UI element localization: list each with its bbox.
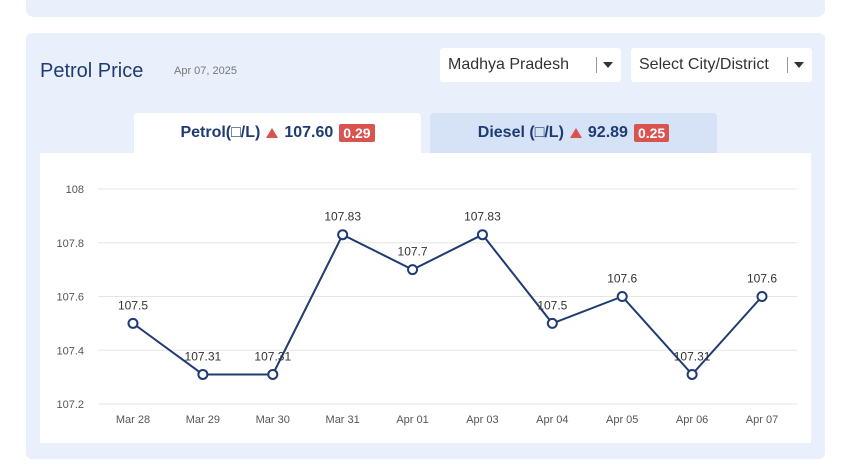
data-label: 107.7 (398, 245, 428, 259)
data-label: 107.6 (747, 272, 777, 286)
data-label: 107.83 (324, 210, 361, 224)
data-point (686, 368, 698, 380)
price-line (132, 233, 763, 376)
x-tick-label: Apr 04 (536, 414, 568, 426)
data-point (197, 368, 209, 380)
data-label: 107.31 (674, 349, 711, 363)
x-tick-label: Apr 03 (466, 414, 498, 426)
tab-diesel-change-badge: 0.25 (633, 124, 670, 142)
y-tick-label: 107.4 (56, 345, 84, 357)
state-select[interactable]: Madhya Pradesh (440, 48, 621, 82)
x-tick-label: Apr 07 (746, 414, 778, 426)
page-title: Petrol Price (40, 60, 144, 82)
price-line-chart: 107.2 107.4 107.6 107.8 108 Mar 28 Mar 29 Mar 3… (56, 184, 797, 426)
y-tick-label: 107.6 (56, 292, 84, 304)
city-select[interactable]: Select City/District (631, 48, 812, 82)
previous-card-strip (26, 0, 825, 17)
price-chart: 107.2 107.4 107.6 107.8 108 Mar 28 Mar 29 Mar 3… (40, 153, 811, 443)
tab-diesel[interactable]: Diesel (□/L) 92.89 0.25 (430, 113, 717, 153)
x-tick-label: Mar 29 (186, 414, 220, 426)
data-point (127, 317, 139, 329)
select-separator (787, 57, 788, 73)
data-point (546, 317, 558, 329)
x-tick-label: Apr 06 (676, 414, 708, 426)
tab-petrol[interactable]: Petrol(□/L) 107.60 0.29 (134, 113, 421, 153)
x-tick-label: Mar 31 (326, 414, 360, 426)
chevron-down-icon[interactable] (794, 62, 804, 68)
x-tick-label: Mar 30 (256, 414, 290, 426)
tab-diesel-price: 92.89 (587, 124, 628, 141)
data-point (337, 229, 349, 241)
data-label: 107.5 (537, 298, 567, 312)
tab-diesel-label: Diesel (□/L) (477, 124, 564, 141)
state-select-value: Madhya Pradesh (448, 56, 569, 73)
chevron-down-icon[interactable] (603, 62, 613, 68)
tab-petrol-change-badge: 0.29 (339, 124, 375, 142)
data-label: 107.6 (607, 272, 637, 286)
arrow-up-icon (569, 128, 582, 138)
select-separator (596, 57, 597, 73)
arrow-up-icon (266, 128, 279, 138)
tab-petrol-label: Petrol(□/L) (180, 124, 261, 141)
data-point (476, 229, 488, 241)
x-tick-label: Apr 05 (606, 414, 638, 426)
tab-petrol-price: 107.60 (284, 124, 334, 141)
data-label: 107.31 (254, 349, 291, 363)
data-point (267, 368, 279, 380)
data-label: 107.31 (185, 349, 222, 363)
data-point (407, 264, 419, 276)
petrol-price-card: Petrol Price Apr 07, 2025 Madhya Pradesh… (26, 33, 825, 459)
y-tick-label: 108 (66, 184, 84, 196)
city-select-value: Select City/District (639, 56, 769, 73)
x-tick-label: Apr 01 (396, 414, 428, 426)
y-tick-label: 107.8 (56, 238, 84, 250)
data-label: 107.83 (464, 210, 501, 224)
x-tick-label: Mar 28 (116, 414, 150, 426)
price-date: Apr 07, 2025 (174, 65, 237, 77)
y-tick-label: 107.2 (56, 399, 84, 411)
data-point (756, 291, 768, 302)
data-point (616, 291, 628, 302)
data-label: 107.5 (118, 298, 148, 312)
